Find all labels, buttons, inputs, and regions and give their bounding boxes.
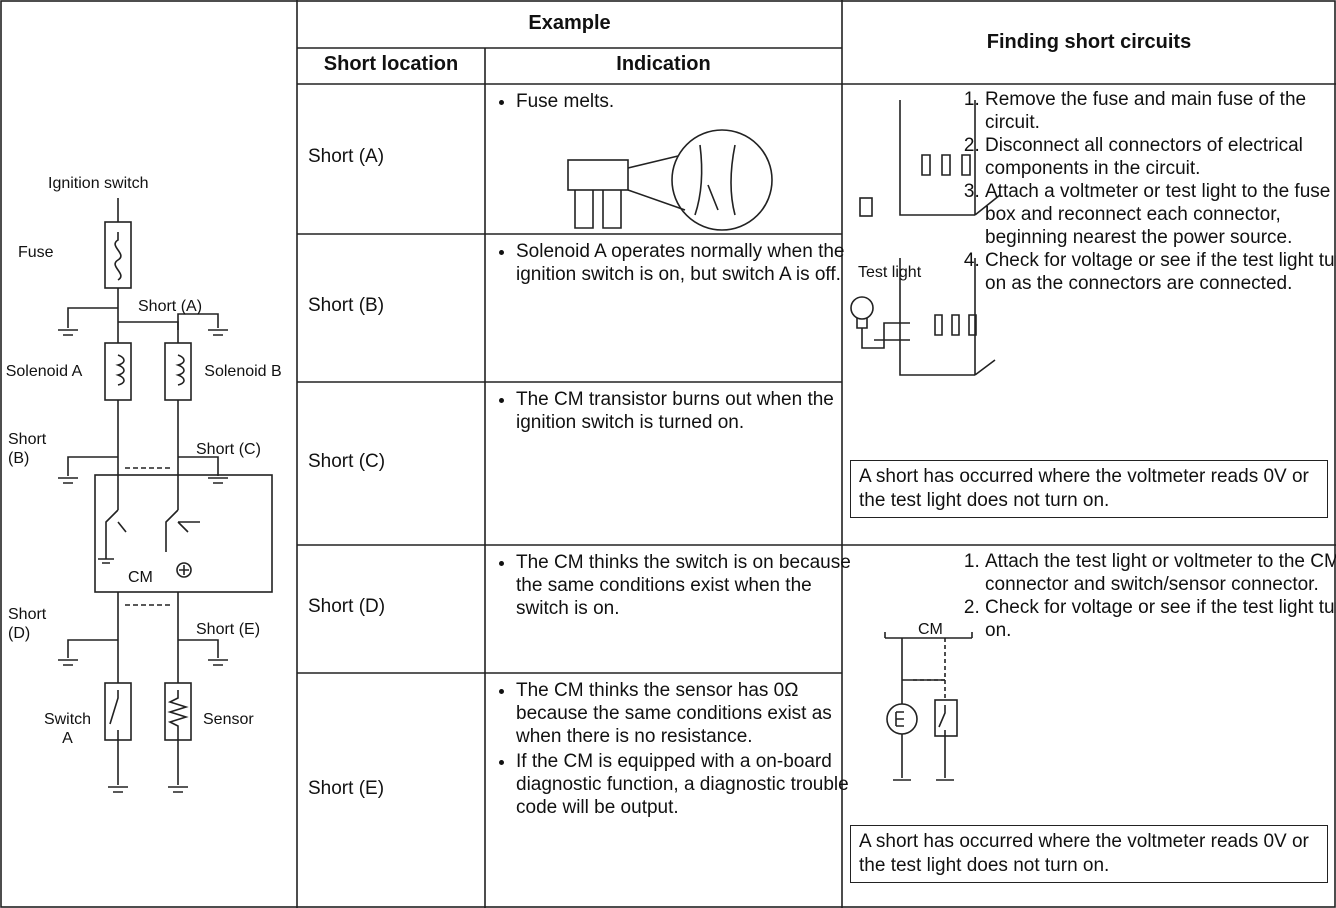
finding-steps: Attach the test light or voltmeter to th… <box>955 550 1336 642</box>
label: Short (E) <box>196 621 261 638</box>
label: Solenoid A <box>5 363 83 380</box>
header-short-location: Short location <box>323 53 459 75</box>
label: Test light <box>858 264 922 281</box>
fuse-illustration <box>567 129 773 231</box>
finding-step: Attach the test light or voltmeter to th… <box>985 550 1336 596</box>
finding-step: Check for voltage or see if the test lig… <box>985 249 1336 295</box>
short-location: Short (B) <box>308 295 385 316</box>
short-location: Short (E) <box>308 777 385 799</box>
indication-list: The CM thinks the switch is on because t… <box>494 551 858 622</box>
finding-note: A short has occurred where the voltmeter… <box>850 825 1328 883</box>
label: Fuse <box>18 244 54 261</box>
indication-list: The CM thinks the sensor has 0Ω because … <box>494 679 858 821</box>
header-example: Example <box>528 12 611 34</box>
circuit-diagram <box>58 198 273 793</box>
label: Sensor <box>203 711 254 728</box>
finding-step: Remove the fuse and main fuse of the cir… <box>985 88 1336 134</box>
indication-list: The CM transistor burns out when the ign… <box>494 388 858 436</box>
label: Short (D) <box>8 606 47 642</box>
short-location: Short (C) <box>308 450 386 472</box>
short-location: Short (D) <box>308 596 386 617</box>
indication-list: Solenoid A operates normally when the ig… <box>494 240 858 288</box>
header-finding: Finding short circuits <box>986 31 1192 53</box>
label: Solenoid B <box>204 363 282 380</box>
indication-list: Fuse melts. <box>494 90 858 115</box>
label: Switch A <box>43 711 92 747</box>
label: Short (B) <box>8 431 47 467</box>
finding-step: Attach a voltmeter or test light to the … <box>985 180 1336 249</box>
indication: Solenoid A operates normally when the ig… <box>516 240 858 286</box>
label: CM <box>918 621 943 638</box>
finding-step: Check for voltage or see if the test lig… <box>985 596 1336 642</box>
short-location: Short (A) <box>308 146 385 167</box>
indication: Fuse melts. <box>516 90 858 113</box>
fuse-box-illustration <box>850 100 1001 376</box>
header-indication: Indication <box>616 53 711 75</box>
label: Ignition switch <box>48 175 149 192</box>
label: CM <box>128 569 153 586</box>
label: Short (A) <box>138 298 203 315</box>
indication: The CM transistor burns out when the ign… <box>516 388 858 434</box>
indication: The CM thinks the switch is on because t… <box>516 551 858 620</box>
label: Short (C) <box>196 441 261 458</box>
finding-steps: Remove the fuse and main fuse of the cir… <box>955 88 1336 295</box>
indication: The CM thinks the sensor has 0Ω because … <box>516 679 858 748</box>
cm-test-illustration <box>884 632 973 781</box>
indication: If the CM is equipped with a on-board di… <box>516 750 858 819</box>
finding-note: A short has occurred where the voltmeter… <box>850 460 1328 518</box>
finding-step: Disconnect all connectors of electrical … <box>985 134 1336 180</box>
